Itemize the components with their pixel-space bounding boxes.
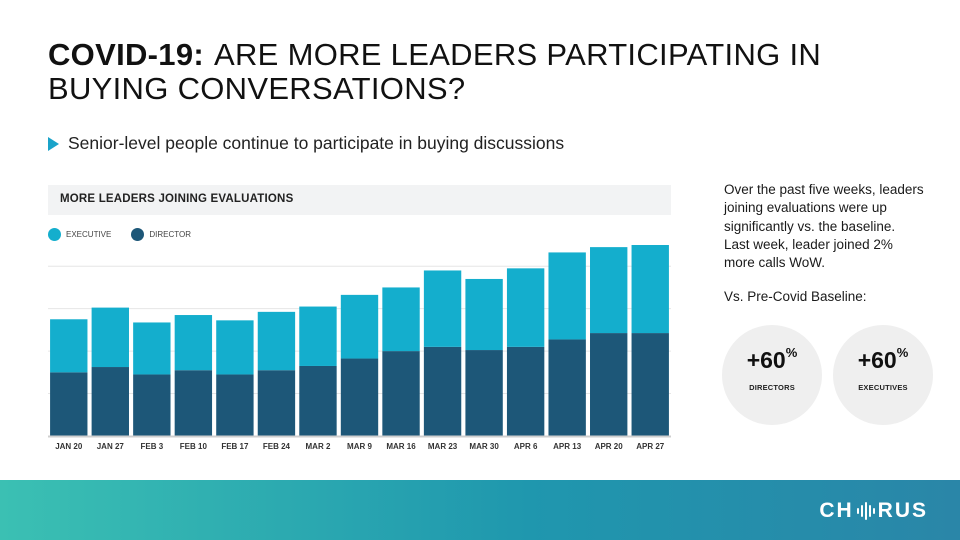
- title-text: ARE MORE LEADERS PARTICIPATING IN BUYING…: [48, 37, 822, 106]
- director-swatch-icon: [131, 228, 145, 241]
- bar-director-0: [50, 372, 88, 436]
- bar-executive-5: [257, 311, 296, 371]
- bar-director-14: [631, 333, 669, 436]
- x-tick-label-6: MAR 2: [306, 442, 331, 451]
- bar-director-1: [91, 367, 129, 436]
- bar-director-9: [423, 346, 462, 436]
- x-tick-label-7: MAR 9: [347, 442, 372, 451]
- x-tick-label-0: JAN 20: [55, 442, 83, 451]
- page-title: COVID-19: ARE MORE LEADERS PARTICIPATING …: [48, 38, 928, 106]
- baseline-label: Vs. Pre-Covid Baseline:: [724, 289, 867, 304]
- bar-director-13: [590, 333, 628, 436]
- executive-swatch-icon: [48, 228, 61, 241]
- directors-unit: %: [785, 345, 798, 360]
- x-tick-label-10: MAR 30: [469, 442, 499, 451]
- chart-legend: EXECUTIVE DIRECTOR: [48, 228, 211, 241]
- x-tick-label-1: JAN 27: [97, 442, 125, 451]
- directors-stat-label: DIRECTORS: [749, 383, 795, 392]
- bar-director-7: [340, 358, 379, 436]
- x-tick-label-14: APR 27: [636, 442, 665, 451]
- bar-executive-7: [340, 294, 379, 359]
- x-tick-label-4: FEB 17: [221, 442, 249, 451]
- executives-stat-value: +60%: [833, 345, 933, 374]
- x-tick-label-8: MAR 16: [386, 442, 416, 451]
- bar-executive-14: [631, 245, 669, 334]
- directors-stat-circle: +60% DIRECTORS: [722, 325, 822, 425]
- legend-label-director: DIRECTOR: [149, 230, 191, 239]
- bar-executive-13: [590, 247, 628, 334]
- bar-executive-0: [50, 319, 88, 373]
- bar-director-11: [506, 346, 545, 436]
- x-tick-label-11: APR 6: [514, 442, 538, 451]
- legend-item-executive: EXECUTIVE: [48, 228, 111, 241]
- key-point-text: Senior-level people continue to particip…: [68, 133, 565, 153]
- bar-executive-2: [133, 322, 171, 375]
- chorus-logo: CH RUS: [819, 499, 928, 523]
- executives-unit: %: [896, 345, 909, 360]
- bar-director-2: [133, 374, 171, 436]
- x-tick-label-2: FEB 3: [140, 442, 163, 451]
- executives-stat-label: EXECUTIVES: [858, 383, 908, 392]
- x-tick-label-3: FEB 10: [180, 442, 208, 451]
- x-tick-label-13: APR 20: [595, 442, 624, 451]
- insight-paragraph: Over the past five weeks, leaders joinin…: [724, 182, 924, 271]
- bar-executive-9: [423, 270, 462, 347]
- logo-text-right: RUS: [877, 499, 928, 522]
- bar-executive-10: [465, 278, 503, 351]
- x-tick-label-9: MAR 23: [428, 442, 458, 451]
- bar-executive-11: [506, 268, 545, 347]
- executives-value: +60: [857, 347, 897, 373]
- bullet-triangle-icon: [48, 136, 59, 151]
- key-point: Senior-level people continue to particip…: [48, 133, 564, 154]
- legend-label-executive: EXECUTIVE: [66, 230, 112, 239]
- chart-title-bar: MORE LEADERS JOINING EVALUATIONS: [48, 185, 671, 215]
- x-tick-label-12: APR 13: [553, 442, 582, 451]
- bar-executive-4: [216, 320, 254, 375]
- bar-director-8: [382, 351, 420, 436]
- bar-director-12: [548, 339, 586, 436]
- directors-stat-value: +60%: [722, 345, 822, 374]
- stacked-bar-chart: JAN 20 JAN 27 FEB 3 FEB 10 FEB 17 FEB 24 MAR 2…: [48, 245, 671, 451]
- bar-executive-6: [299, 306, 337, 366]
- bar-executive-3: [174, 315, 213, 371]
- bar-executive-8: [382, 287, 420, 352]
- waveform-icon: [856, 500, 876, 522]
- footer-band: CH RUS: [0, 480, 960, 540]
- bar-director-3: [174, 370, 213, 436]
- title-highlight: COVID-19:: [48, 37, 205, 72]
- bar-director-5: [257, 370, 296, 436]
- chart-title: MORE LEADERS JOINING EVALUATIONS: [60, 193, 294, 205]
- bar-executive-12: [548, 252, 586, 340]
- legend-item-director: DIRECTOR: [131, 228, 191, 241]
- bar-director-6: [299, 365, 337, 436]
- executives-stat-circle: +60% EXECUTIVES: [833, 325, 933, 425]
- bar-director-4: [216, 374, 254, 436]
- logo-text-left: CH: [819, 499, 854, 522]
- bar-executive-1: [91, 307, 129, 368]
- bar-director-10: [465, 350, 503, 436]
- directors-value: +60: [746, 347, 786, 373]
- x-tick-label-5: FEB 24: [263, 442, 291, 451]
